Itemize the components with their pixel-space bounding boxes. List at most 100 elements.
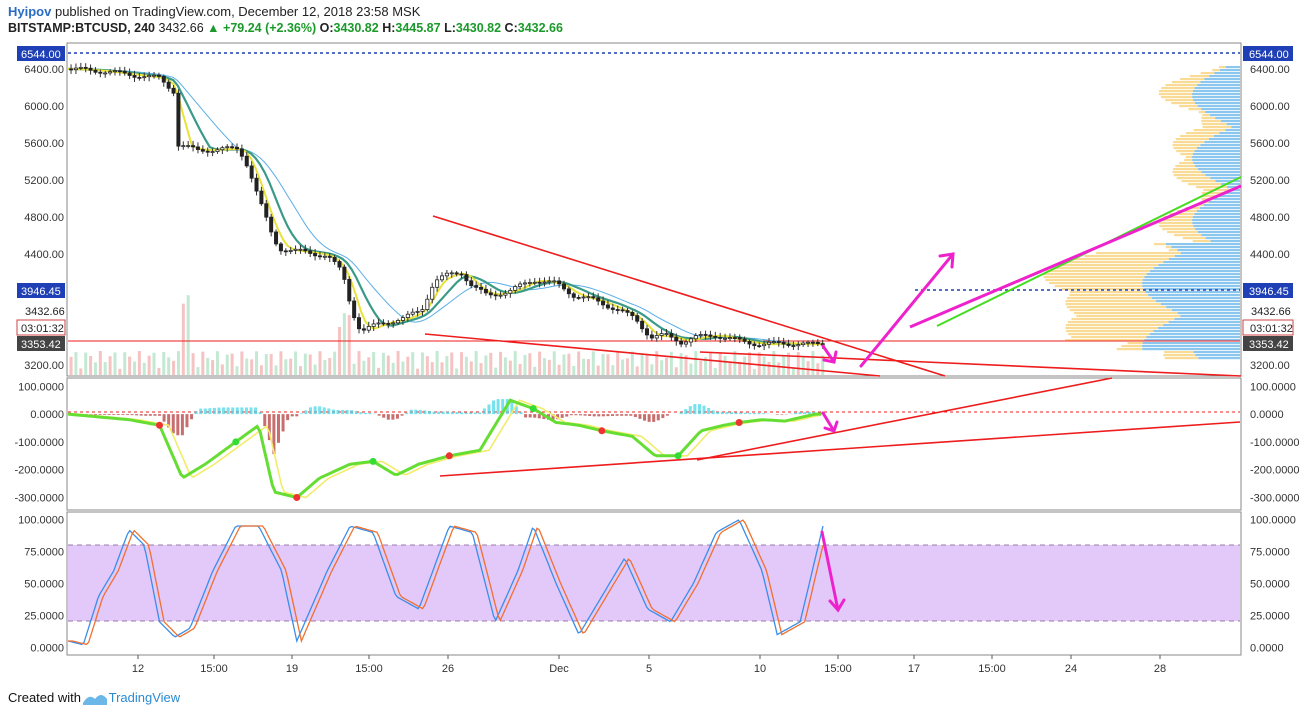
oscillator-histogram-bar (560, 414, 564, 418)
candle (693, 335, 698, 340)
price-axis-left[interactable]: 6400.00 6000.00 5600.00 5200.00 4800.00 4400.… (24, 64, 64, 372)
volume-bar (264, 354, 268, 375)
forecast-arrow-up[interactable] (859, 252, 955, 368)
volume-bar (743, 356, 747, 375)
oscillator-histogram-bar (519, 411, 523, 415)
volume-bar (601, 353, 605, 375)
volume-bar (303, 353, 307, 375)
oscillator-histogram-bar (588, 414, 592, 417)
profile-bar-buy (1192, 156, 1240, 159)
price-axis-right[interactable]: 6400.00 6000.00 5600.00 5200.00 4800.00 4400.… (1250, 64, 1290, 372)
profile-bar-sell (1185, 156, 1193, 159)
volume-bar (328, 357, 332, 375)
stochastic-axis-left[interactable]: 100.0000 75.0000 50.0000 25.0000 0.0000 (18, 515, 64, 655)
profile-bar-buy (1142, 342, 1240, 345)
volume-bar (777, 362, 781, 375)
profile-bar-sell (1198, 111, 1206, 114)
profile-bar-sell (1168, 249, 1178, 252)
profile-bar-buy (1143, 288, 1240, 291)
volume-bar (625, 358, 629, 375)
oscillator-histogram-bar (116, 414, 120, 415)
forecast-arrow-dip[interactable] (821, 344, 838, 364)
time-tick-label: 28 (1154, 663, 1166, 675)
profile-bar-sell (1073, 258, 1169, 261)
price-change: ▲ +79.24 (+2.36%) (207, 21, 317, 35)
volume-bar (542, 358, 546, 375)
stochastic-axis-right[interactable]: 100.0000 75.0000 50.0000 25.0000 0.0000 (1250, 515, 1296, 655)
profile-bar-sell (1065, 339, 1145, 342)
volume-bar (245, 358, 249, 375)
symbol-name[interactable]: BITSTAMP:BTCUSD, 240 (8, 21, 156, 35)
volume-bar (255, 351, 259, 375)
time-axis[interactable]: 12 15:00 19 15:00 26 Dec 5 10 15:00 17 15:00 24 28 (132, 655, 1166, 675)
candle (142, 76, 147, 79)
candle (713, 335, 718, 338)
oscillator-histogram-bar (222, 407, 226, 415)
profile-bar-sell (1064, 261, 1164, 264)
oscillator-arrow-down[interactable] (821, 411, 839, 433)
profile-bar-sell (1066, 306, 1167, 309)
candle (542, 281, 547, 284)
volume-bar (240, 351, 244, 375)
oscillator-histogram-bar (249, 407, 253, 415)
oscillator-histogram-bar (565, 414, 569, 417)
profile-bar-buy (1219, 132, 1240, 135)
profile-bar-buy (1142, 348, 1240, 351)
volume-bar (206, 357, 210, 375)
volume-bar (645, 354, 649, 375)
profile-bar-buy (1153, 330, 1240, 333)
candle (352, 300, 357, 319)
candle (562, 283, 567, 290)
profile-bar-buy (1197, 231, 1240, 234)
volume-bar (816, 363, 820, 375)
author-name[interactable]: Hyipov (8, 4, 52, 19)
profile-bar-buy (1144, 276, 1240, 279)
profile-bar-sell (1201, 120, 1221, 123)
tag-3946-right: 3946.45 (1243, 283, 1293, 298)
profile-bar-sell (1172, 171, 1202, 174)
oscillator-trendline-2[interactable] (696, 377, 1113, 461)
price-panel[interactable] (66, 42, 1242, 377)
oscillator-axis-right[interactable]: 100.0000 0.0000 -100.0000 -200.0000 -300.000… (1250, 381, 1300, 504)
trendline-support[interactable] (699, 351, 1242, 377)
oscillator-trendline-1[interactable] (439, 421, 1241, 477)
profile-bar-buy (1210, 240, 1240, 243)
oscillator-histogram-bar (345, 409, 349, 415)
oscillator-signal-dot (293, 493, 301, 501)
volume-bar (674, 367, 678, 375)
profile-bar-sell (1182, 237, 1206, 240)
candle (391, 322, 396, 325)
candle (522, 282, 527, 285)
candle (791, 345, 796, 347)
oscillator-histogram-bar (807, 412, 811, 415)
profile-bar-buy (1153, 267, 1240, 270)
trendline-upper[interactable] (432, 215, 946, 377)
trend-line-magenta[interactable] (909, 184, 1242, 329)
profile-bar-sell (1069, 309, 1172, 312)
oscillator-axis-left[interactable]: 100.0000 0.0000 -100.0000 -200.0000 -300.000… (14, 381, 64, 504)
volume-bar (186, 295, 190, 375)
candle (483, 288, 488, 294)
stochastic-arrow-down[interactable] (820, 530, 846, 613)
profile-bar-buy (1149, 270, 1240, 273)
candle (684, 341, 689, 345)
trendline-lower[interactable] (424, 333, 881, 377)
profile-bar-sell (1071, 336, 1147, 339)
oscillator-histogram-bar (391, 414, 395, 420)
oscillator-histogram-bar (93, 414, 97, 415)
volume-bar (142, 362, 146, 375)
candle (571, 293, 576, 298)
profile-bar-buy (1192, 90, 1240, 93)
profile-bar-sell (1202, 126, 1232, 129)
candle (381, 322, 386, 325)
candle (215, 149, 220, 152)
profile-bar-buy (1195, 165, 1240, 168)
axis-tick-label: 0.0000 (30, 409, 64, 421)
tag-3946-right-text: 3946.45 (1249, 286, 1289, 298)
tradingview-brand[interactable]: TradingView (108, 690, 181, 705)
candle (278, 243, 283, 252)
volume-bar (386, 355, 390, 375)
volume-bar (84, 352, 88, 375)
oscillator-histogram-bar (276, 414, 280, 443)
